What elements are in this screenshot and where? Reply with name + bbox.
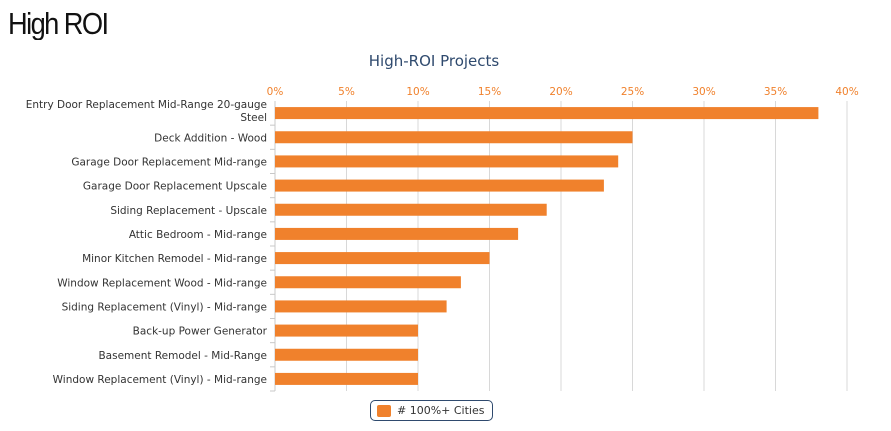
bar (275, 372, 418, 385)
bar (275, 276, 461, 289)
x-tick-label: 0% (267, 86, 284, 98)
bar (275, 300, 447, 313)
x-tick-label: 10% (406, 86, 429, 98)
category-label: Attic Bedroom - Mid-range (129, 229, 267, 241)
bar (275, 155, 619, 168)
category-label: Garage Door Replacement Mid-range (71, 156, 267, 168)
category-label: Basement Remodel - Mid-Range (98, 350, 267, 362)
chart-legend[interactable]: # 100%+ Cities (370, 400, 494, 421)
category-label: Window Replacement (Vinyl) - Mid-range (53, 374, 267, 386)
category-label: Garage Door Replacement Upscale (83, 181, 267, 193)
x-tick-label: 5% (338, 86, 355, 98)
x-tick-label: 25% (621, 86, 644, 98)
x-tick-label: 30% (692, 86, 715, 98)
page-heading: High ROI (8, 6, 108, 40)
chart-title: High-ROI Projects (369, 52, 500, 70)
category-label: Siding Replacement - Upscale (110, 205, 267, 217)
bar (275, 179, 604, 192)
bar (275, 348, 418, 361)
bar (275, 203, 547, 216)
category-label: Deck Addition - Wood (154, 132, 267, 144)
x-tick-label: 20% (549, 86, 572, 98)
x-tick-label: 15% (478, 86, 501, 98)
bar (275, 324, 418, 337)
bar (275, 227, 519, 240)
bar (275, 131, 633, 144)
bar (275, 107, 819, 120)
legend-swatch (377, 404, 391, 417)
category-label: Entry Door Replacement Mid-Range 20-gaug… (26, 99, 267, 124)
category-label: Back-up Power Generator (133, 326, 268, 338)
x-tick-label: 40% (835, 86, 858, 98)
category-label: Window Replacement Wood - Mid-range (57, 277, 267, 289)
category-label: Minor Kitchen Remodel - Mid-range (82, 253, 267, 265)
category-label: Siding Replacement (Vinyl) - Mid-range (62, 301, 267, 313)
legend-label: # 100%+ Cities (397, 404, 485, 417)
bar (275, 252, 490, 265)
x-tick-label: 35% (764, 86, 787, 98)
